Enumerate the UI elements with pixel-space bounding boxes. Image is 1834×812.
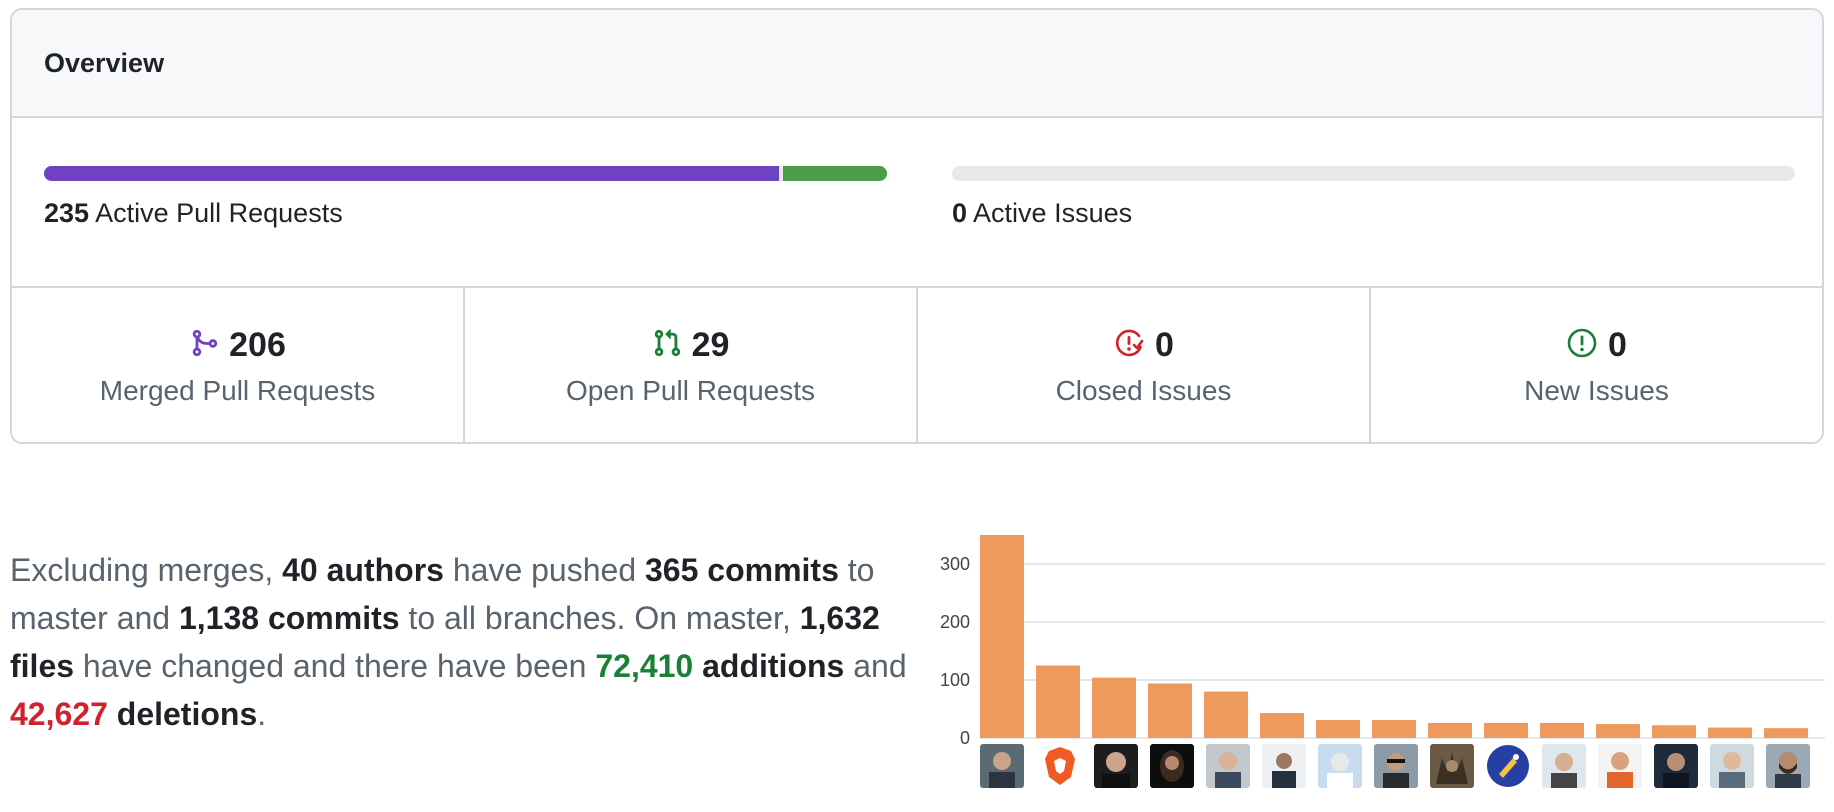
open-segment[interactable]	[782, 166, 887, 181]
contributor-bar[interactable]	[1036, 665, 1080, 739]
active-issues-count: 0	[952, 198, 968, 228]
additions-count: 72,410	[595, 648, 694, 684]
summary-text: and	[844, 648, 907, 684]
contributor-avatar[interactable]	[1206, 744, 1250, 788]
contributor-avatar[interactable]	[1150, 744, 1194, 788]
y-tick-label: 200	[940, 612, 970, 632]
stat-closed-issues[interactable]: 0 Closed Issues	[918, 288, 1371, 442]
contributor-bar[interactable]	[1540, 722, 1584, 738]
summary-text: to all branches. On master,	[399, 600, 800, 636]
stats-row: 206 Merged Pull Requests 29 Open Pull Re…	[12, 288, 1822, 442]
deletions-count: 42,627	[10, 696, 108, 732]
contributor-avatar[interactable]	[1654, 744, 1698, 788]
summary-text: have pushed	[443, 552, 645, 588]
master-commits-count: 365 commits	[645, 552, 839, 588]
overview-header: Overview	[12, 10, 1822, 118]
active-issues-label: Active Issues	[973, 198, 1133, 228]
contributor-bar[interactable]	[1708, 727, 1752, 738]
contributor-bar[interactable]	[1428, 722, 1472, 738]
additions-label: additions	[693, 648, 845, 684]
stat-label: Open Pull Requests	[565, 374, 816, 406]
overview-box: Overview 235 Active Pull Requests 0 Acti…	[10, 8, 1824, 444]
brave-logo-avatar[interactable]	[1038, 744, 1082, 788]
stat-value: 0	[1608, 325, 1627, 364]
git-merge-icon	[189, 328, 219, 363]
stat-merged-pull-requests[interactable]: 206 Merged Pull Requests	[12, 288, 465, 442]
stat-open-pull-requests[interactable]: 29 Open Pull Requests	[465, 288, 918, 442]
git-pull-request-icon	[652, 328, 682, 363]
contributor-avatar[interactable]	[1262, 744, 1306, 788]
contributor-bar[interactable]	[1652, 725, 1696, 738]
stat-label: New Issues	[1524, 374, 1669, 406]
summary-text: have changed and there have been	[74, 648, 596, 684]
active-issues-summary[interactable]: 0 Active Issues	[952, 198, 1132, 229]
overview-title: Overview	[44, 47, 165, 78]
stat-label: Merged Pull Requests	[99, 374, 376, 406]
activity-bars: 235 Active Pull Requests 0 Active Issues	[12, 118, 1822, 288]
contributor-avatar[interactable]	[1094, 744, 1138, 788]
y-tick-label: 0	[960, 728, 970, 748]
files-changed-count: 1,632 files	[10, 600, 880, 684]
contributor-bar[interactable]	[1148, 683, 1192, 738]
contributor-bar[interactable]	[1260, 713, 1304, 738]
issue-closed-icon	[1113, 327, 1145, 364]
merged-segment[interactable]	[44, 166, 779, 181]
contributor-avatar[interactable]	[1430, 744, 1474, 788]
contributor-avatar[interactable]	[1486, 744, 1530, 788]
authors-count: 40 authors	[282, 552, 444, 588]
contributor-bar[interactable]	[1092, 677, 1136, 738]
active-pull-requests-label: Active Pull Requests	[95, 198, 343, 228]
contributor-bar[interactable]	[980, 535, 1024, 738]
issues-progress-bar	[952, 166, 1795, 181]
stat-label: Closed Issues	[1055, 374, 1232, 406]
contributor-bar[interactable]	[1764, 728, 1808, 738]
all-branches-commits-count: 1,138 commits	[178, 600, 400, 636]
contributor-bar[interactable]	[1484, 722, 1528, 738]
active-pull-requests-summary[interactable]: 235 Active Pull Requests	[44, 198, 343, 229]
contributor-bar[interactable]	[1372, 720, 1416, 738]
contributor-bar[interactable]	[1596, 724, 1640, 738]
stat-new-issues[interactable]: 0 New Issues	[1371, 288, 1822, 442]
summary-text: Excluding merges,	[10, 552, 283, 588]
y-tick-label: 100	[940, 670, 970, 690]
contributors-bar-chart: 0 100 200 300	[940, 535, 1825, 748]
deletions-label: deletions	[107, 696, 258, 732]
stat-value: 206	[229, 325, 286, 364]
contributor-avatar[interactable]	[1374, 744, 1418, 788]
stat-value: 0	[1155, 325, 1174, 364]
issue-opened-icon	[1566, 327, 1598, 364]
commit-summary: Excluding merges, 40 authors have pushed…	[10, 546, 915, 738]
pull-requests-progress-bar[interactable]	[44, 166, 887, 181]
contributor-avatar[interactable]	[1598, 744, 1642, 788]
summary-text: .	[257, 696, 267, 732]
contributor-bar[interactable]	[1204, 691, 1248, 738]
stat-value: 29	[691, 325, 730, 364]
summary-text: to master and	[10, 552, 875, 636]
contributor-bar[interactable]	[1316, 720, 1360, 738]
y-tick-label: 300	[940, 554, 970, 574]
contributor-avatar[interactable]	[1766, 744, 1810, 788]
contributor-avatar[interactable]	[1318, 744, 1362, 788]
contributor-avatar[interactable]	[980, 744, 1024, 788]
contributor-avatar[interactable]	[1542, 744, 1586, 788]
contributor-avatar[interactable]	[1710, 744, 1754, 788]
active-pull-requests-count: 235	[44, 198, 90, 228]
